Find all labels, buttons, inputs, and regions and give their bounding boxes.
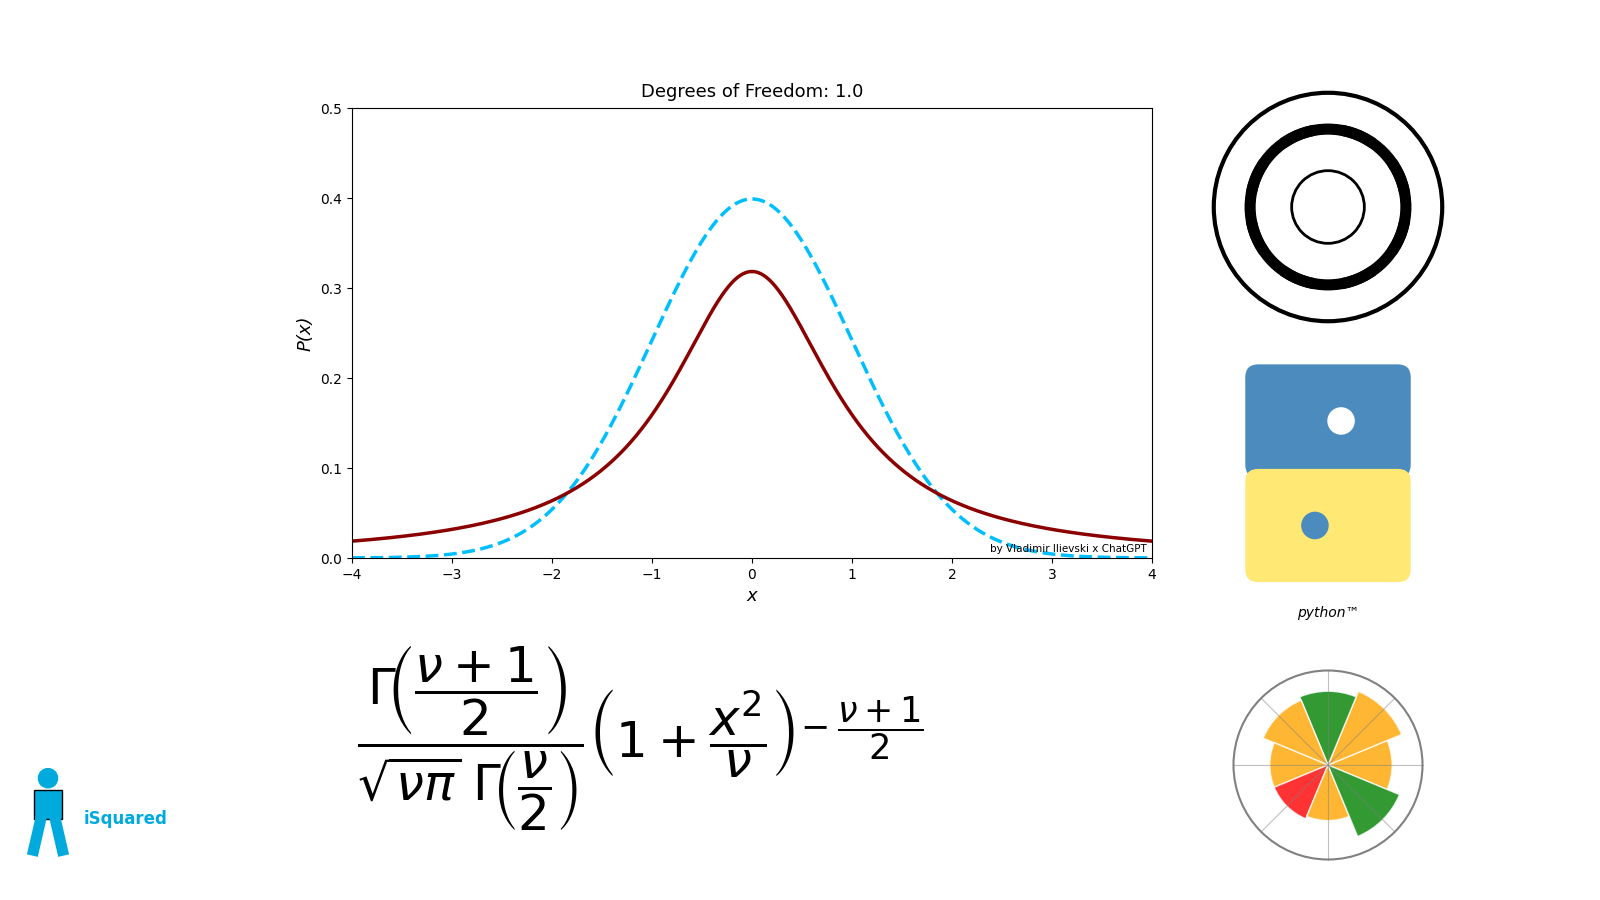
- Text: iSquared: iSquared: [83, 810, 168, 828]
- Circle shape: [1291, 171, 1365, 243]
- Wedge shape: [1328, 765, 1400, 836]
- Text: $\dfrac{\Gamma\!\left(\dfrac{\nu+1}{2}\right)}{\sqrt{\nu\pi}\;\Gamma\!\left(\dfr: $\dfrac{\Gamma\!\left(\dfrac{\nu+1}{2}\r…: [357, 644, 923, 832]
- Wedge shape: [1328, 691, 1402, 765]
- Y-axis label: P(x): P(x): [296, 315, 315, 351]
- Circle shape: [38, 769, 58, 788]
- Title: Degrees of Freedom: 1.0: Degrees of Freedom: 1.0: [642, 83, 862, 101]
- Wedge shape: [1307, 765, 1349, 821]
- Wedge shape: [1274, 765, 1328, 819]
- Text: python™: python™: [1298, 606, 1358, 619]
- FancyBboxPatch shape: [34, 790, 62, 819]
- FancyBboxPatch shape: [1245, 469, 1411, 582]
- Wedge shape: [1299, 691, 1357, 765]
- X-axis label: x: x: [747, 588, 757, 606]
- Wedge shape: [1270, 742, 1328, 788]
- Wedge shape: [1328, 741, 1392, 789]
- Text: by Vladimir Ilievski x ChatGPT: by Vladimir Ilievski x ChatGPT: [990, 544, 1147, 554]
- Circle shape: [1302, 512, 1328, 538]
- FancyBboxPatch shape: [1245, 364, 1411, 478]
- Circle shape: [1328, 408, 1354, 434]
- Wedge shape: [1262, 700, 1328, 765]
